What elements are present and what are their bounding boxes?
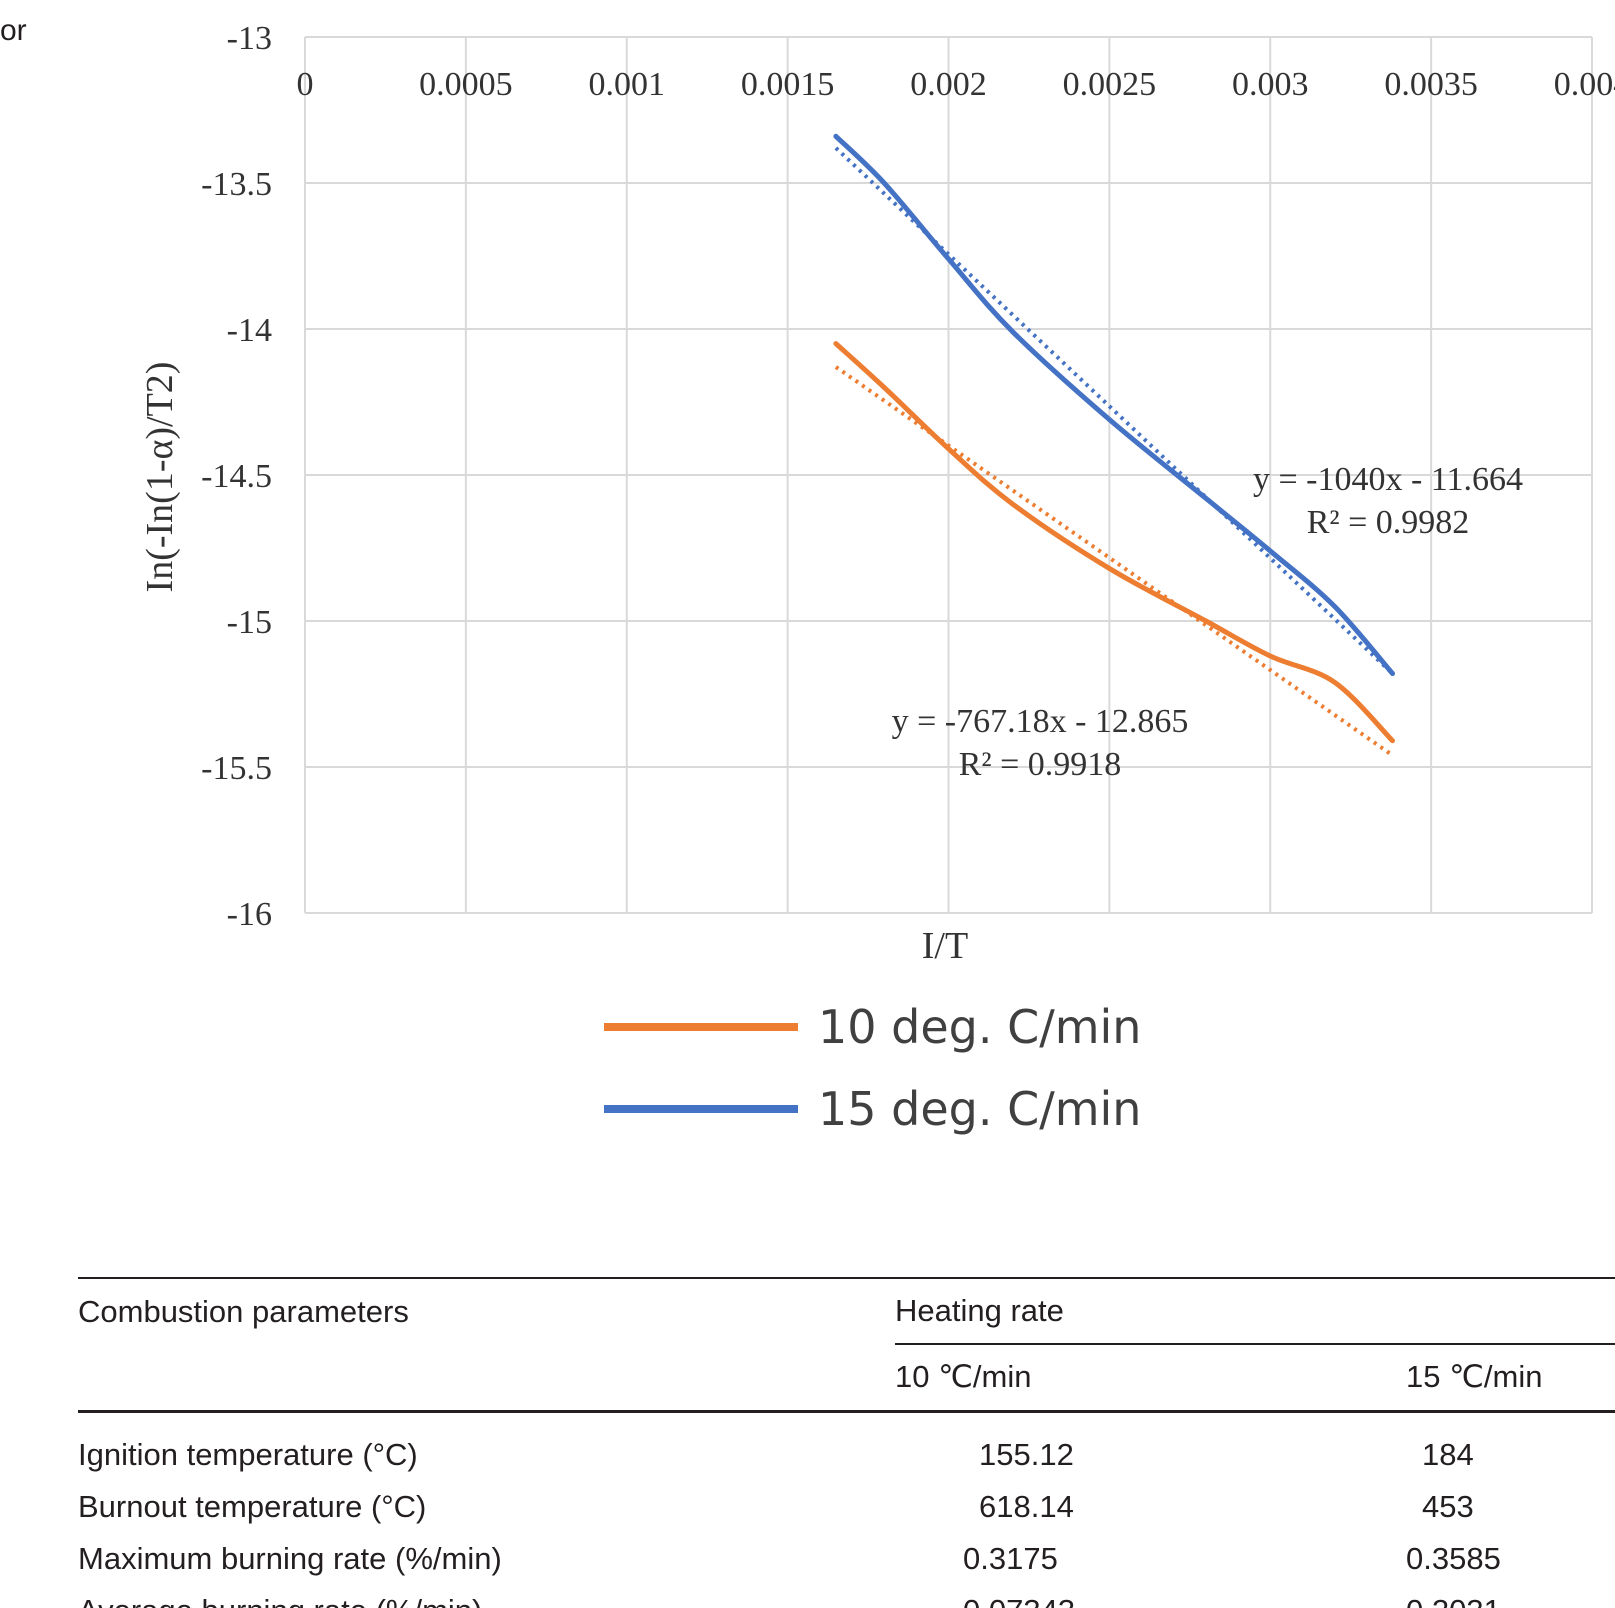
y-tick-label: -14.5 <box>201 458 272 495</box>
row-label: Maximum burning rate (%/min) <box>78 1541 502 1576</box>
y-tick-label: -15 <box>227 604 272 641</box>
y-tick-label: -13.5 <box>201 166 272 203</box>
series-line <box>833 341 1396 744</box>
legend-label: 10 deg. C/min <box>818 1000 1141 1054</box>
x-tick-label: 0.004 <box>1554 66 1615 103</box>
y-tick-label: -16 <box>227 896 272 933</box>
y-tick-label: -15.5 <box>201 750 272 787</box>
x-axis-label: I/T <box>922 925 968 967</box>
table-row: Ignition temperature (°C) 155.12 184 <box>78 1429 1615 1481</box>
x-tick-label: 0.002 <box>910 66 987 103</box>
header-10-c-min: 10 ℃/min <box>895 1359 1032 1395</box>
trendline-equation: y = -767.18x - 12.865 <box>892 703 1189 740</box>
row-value-15: 453 <box>1422 1489 1474 1524</box>
x-tick-labels: 0 0.0005 0.001 0.0015 0.002 0.0025 0.003 0.0035… <box>297 66 1615 103</box>
chart-grid <box>304 36 1593 914</box>
row-value-15: 0.2031 <box>1406 1585 1615 1608</box>
x-tick-label: 0.0025 <box>1063 66 1157 103</box>
y-axis-label: In(-In(1-α)/T2) <box>139 362 181 593</box>
table-row: Average burning rate (%/min) 0.07343 0.2… <box>78 1585 1615 1608</box>
y-tick-label: -13 <box>227 20 272 57</box>
x-tick-label: 0.0005 <box>419 66 513 103</box>
row-label: Burnout temperature (°C) <box>78 1489 427 1524</box>
x-tick-label: 0.0015 <box>741 66 835 103</box>
header-15-c-min: 15 ℃/min <box>1406 1359 1543 1395</box>
combustion-parameters-table: Combustion parameters Heating rate 10 ℃/… <box>78 1277 1615 1608</box>
row-value-15: 0.3585 <box>1406 1541 1501 1576</box>
row-value-15: 184 <box>1422 1437 1474 1472</box>
table-row: Burnout temperature (°C) 618.14 453 <box>78 1481 1615 1533</box>
table-subheader-row: 10 ℃/min 15 ℃/min <box>78 1344 1615 1411</box>
header-heating-rate: Heating rate <box>895 1278 1615 1345</box>
series-layer <box>833 133 1396 757</box>
header-combustion-parameters: Combustion parameters <box>78 1293 409 1329</box>
trendline-equation: y = -1040x - 11.664 <box>1253 461 1523 498</box>
table-header-row: Combustion parameters Heating rate <box>78 1278 1615 1345</box>
y-tick-labels: -13 -13.5 -14 -14.5 -15 -15.5 -16 <box>201 20 272 933</box>
trendline <box>834 146 1394 676</box>
series-line <box>833 133 1396 677</box>
trendline <box>834 365 1394 757</box>
legend-label: 15 deg. C/min <box>818 1082 1141 1136</box>
trendline-r2: R² = 0.9918 <box>959 746 1122 783</box>
x-tick-label: 0.001 <box>589 66 666 103</box>
trendline-annotations: y = -767.18x - 12.865 R² = 0.9918 y = -104… <box>892 461 1523 783</box>
row-value-10: 0.3175 <box>963 1541 1058 1576</box>
table-row: Maximum burning rate (%/min) 0.3175 0.35… <box>78 1533 1615 1585</box>
row-label: Average burning rate (%/min) <box>78 1585 895 1608</box>
kinetics-chart: 0 0.0005 0.001 0.0015 0.002 0.0025 0.003 0.0035… <box>139 20 1615 1136</box>
row-value-10: 155.12 <box>979 1437 1074 1472</box>
x-tick-label: 0.0035 <box>1384 66 1478 103</box>
page-fragment-text: or <box>0 14 27 47</box>
row-label: Ignition temperature (°C) <box>78 1437 418 1472</box>
row-value-10: 618.14 <box>979 1489 1074 1524</box>
x-tick-label: 0.003 <box>1232 66 1309 103</box>
row-value-10: 0.07343 <box>895 1585 1406 1608</box>
trendline-r2: R² = 0.9982 <box>1307 504 1470 541</box>
y-tick-label: -14 <box>227 312 272 349</box>
x-tick-label: 0 <box>297 66 314 103</box>
chart-legend: 10 deg. C/min 15 deg. C/min <box>604 1000 1141 1136</box>
